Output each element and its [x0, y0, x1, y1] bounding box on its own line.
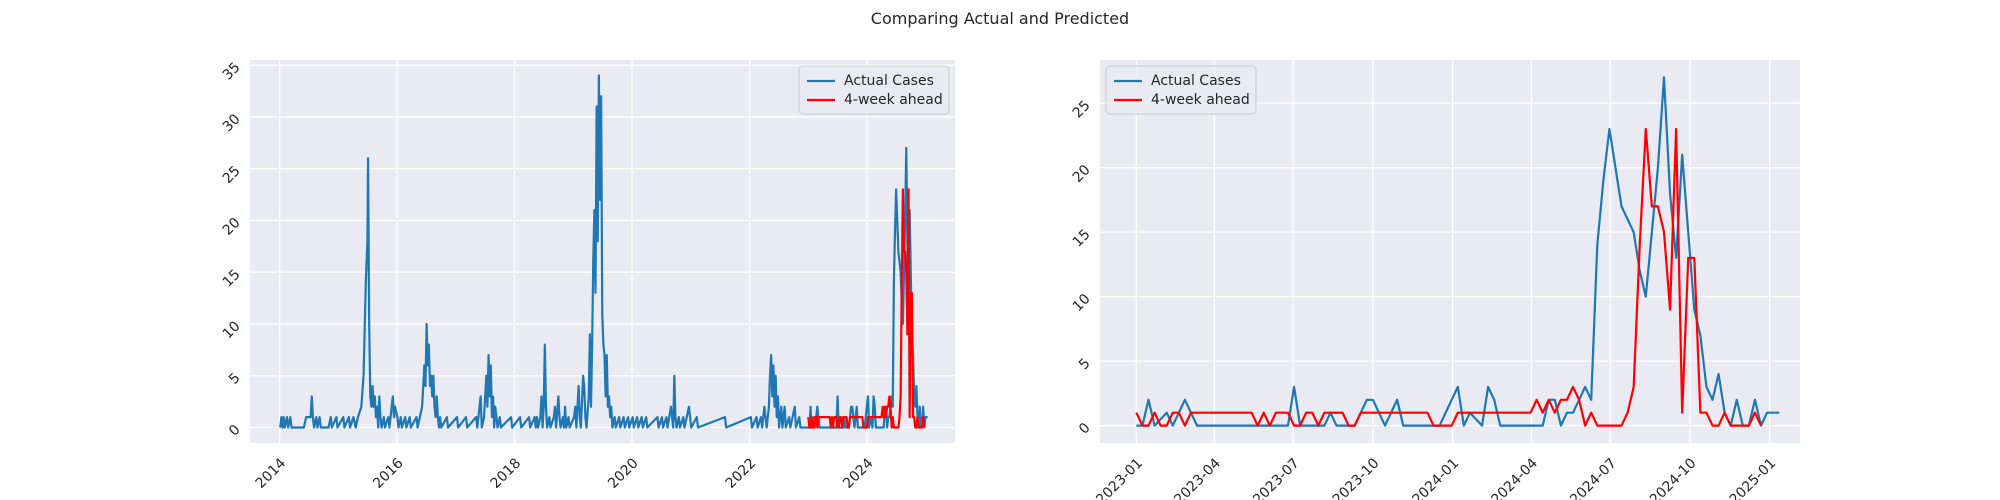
x-tick-label: 2018	[488, 455, 525, 492]
y-tick-label: 0	[1076, 420, 1094, 438]
x-tick-label: 2024	[840, 455, 877, 492]
x-tick-label: 2020	[605, 455, 642, 492]
plot-area	[1100, 60, 1800, 443]
series-line-predicted	[807, 188, 926, 429]
y-tick-label: 10	[1070, 291, 1094, 315]
x-tick-label: 2024-01	[1410, 455, 1463, 500]
y-tick-label: 5	[226, 370, 244, 388]
y-tick-label: 35	[220, 60, 244, 84]
series-line-actual	[1136, 76, 1780, 427]
x-tick-label: 2023-10	[1330, 455, 1383, 500]
x-tick-label: 2025-01	[1727, 455, 1780, 500]
legend-box	[1105, 65, 1257, 115]
y-tick-label: 5	[1076, 355, 1094, 373]
y-tick-label: 20	[1070, 162, 1094, 186]
chart-right: 2023-01 2023-04 2023-07 2023-10 2024-01 2024-…	[1070, 60, 1800, 500]
legend: Actual Cases 4-week ahead	[798, 65, 950, 115]
legend-label: Actual Cases	[1151, 73, 1241, 89]
x-tick-label: 2023-07	[1250, 455, 1303, 500]
y-tick-label: 25	[1070, 98, 1094, 122]
x-tick-label: 2023-01	[1093, 455, 1146, 500]
series-line-predicted	[1135, 127, 1763, 427]
y-tick-label: 15	[1070, 226, 1094, 250]
x-tick-label: 2024-04	[1488, 455, 1541, 500]
x-tick-label: 2023-04	[1171, 455, 1224, 500]
legend-box	[798, 65, 950, 115]
legend-label: 4-week ahead	[844, 92, 943, 108]
x-tick-label: 2024-10	[1647, 455, 1700, 500]
y-tick-label: 20	[220, 215, 244, 239]
legend-label: 4-week ahead	[1151, 92, 1250, 108]
x-tick-label: 2014	[253, 455, 290, 492]
x-tick-label: 2024-07	[1567, 455, 1620, 500]
figure-title: Comparing Actual and Predicted	[871, 9, 1129, 28]
series-line-actual	[279, 74, 928, 429]
x-tick-label: 2016	[370, 455, 407, 492]
legend-label: Actual Cases	[844, 73, 934, 89]
x-tick-label: 2022	[723, 455, 760, 492]
y-tick-label: 10	[220, 318, 244, 342]
y-tick-label: 30	[220, 111, 244, 135]
y-tick-label: 25	[220, 163, 244, 187]
y-tick-label: 15	[220, 267, 244, 291]
legend: Actual Cases 4-week ahead	[1105, 65, 1257, 115]
y-tick-label: 0	[226, 422, 244, 440]
chart-left: 2014 2016 2018 2020 2022 2024 0 5 10 15 20 25 30 35 Ac…	[220, 60, 955, 492]
